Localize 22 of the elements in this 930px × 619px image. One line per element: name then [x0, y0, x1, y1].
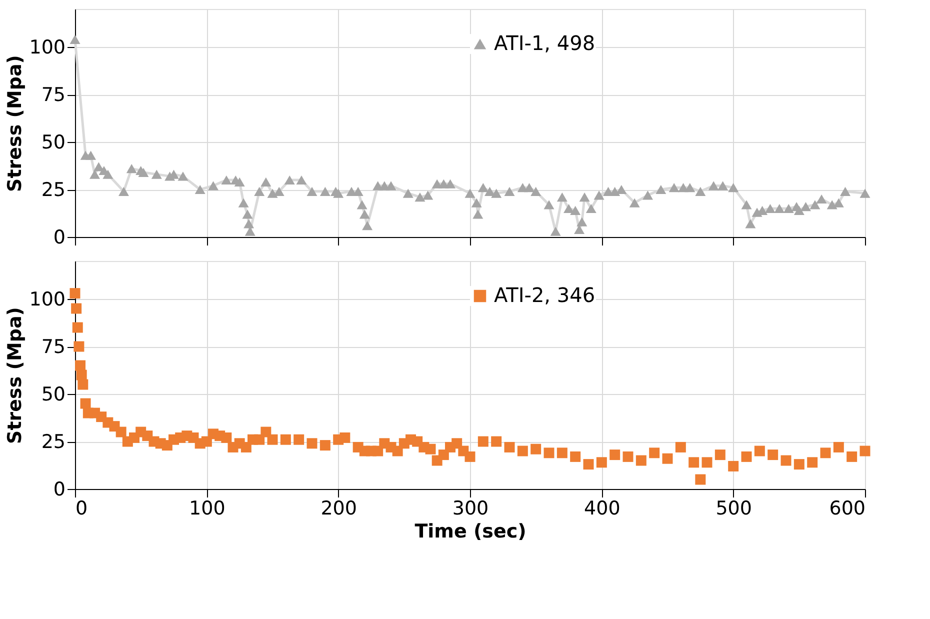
legend-label: ATI-2, 346 [494, 283, 596, 307]
y-tick-label: 25 [41, 431, 66, 453]
y-tick-label: 75 [41, 84, 66, 106]
y-axis-title: Stress (Mpa) [4, 55, 26, 192]
x-tick-label: 200 [320, 498, 357, 520]
y-tick-label: 100 [29, 288, 66, 310]
x-axis-title: Time (sec) [414, 520, 526, 542]
y-tick-label: 50 [41, 384, 66, 406]
x-tick-label: 500 [716, 498, 752, 520]
x-tick-label: 300 [452, 498, 489, 520]
y-tick-label: 75 [41, 336, 66, 358]
x-tick-label: 100 [189, 498, 226, 520]
legend-label: ATI-1, 498 [494, 31, 596, 55]
y-tick-label: 100 [29, 36, 66, 58]
x-tick-label: 0 [76, 498, 88, 520]
x-tick-label: 600 [829, 498, 866, 520]
y-tick-label: 50 [41, 132, 66, 154]
x-tick-label: 400 [584, 498, 620, 520]
y-axis-title: Stress (Mpa) [4, 307, 26, 444]
y-tick-label: 25 [41, 179, 66, 201]
y-tick-label: 0 [53, 226, 66, 248]
y-tick-label: 0 [53, 478, 66, 500]
